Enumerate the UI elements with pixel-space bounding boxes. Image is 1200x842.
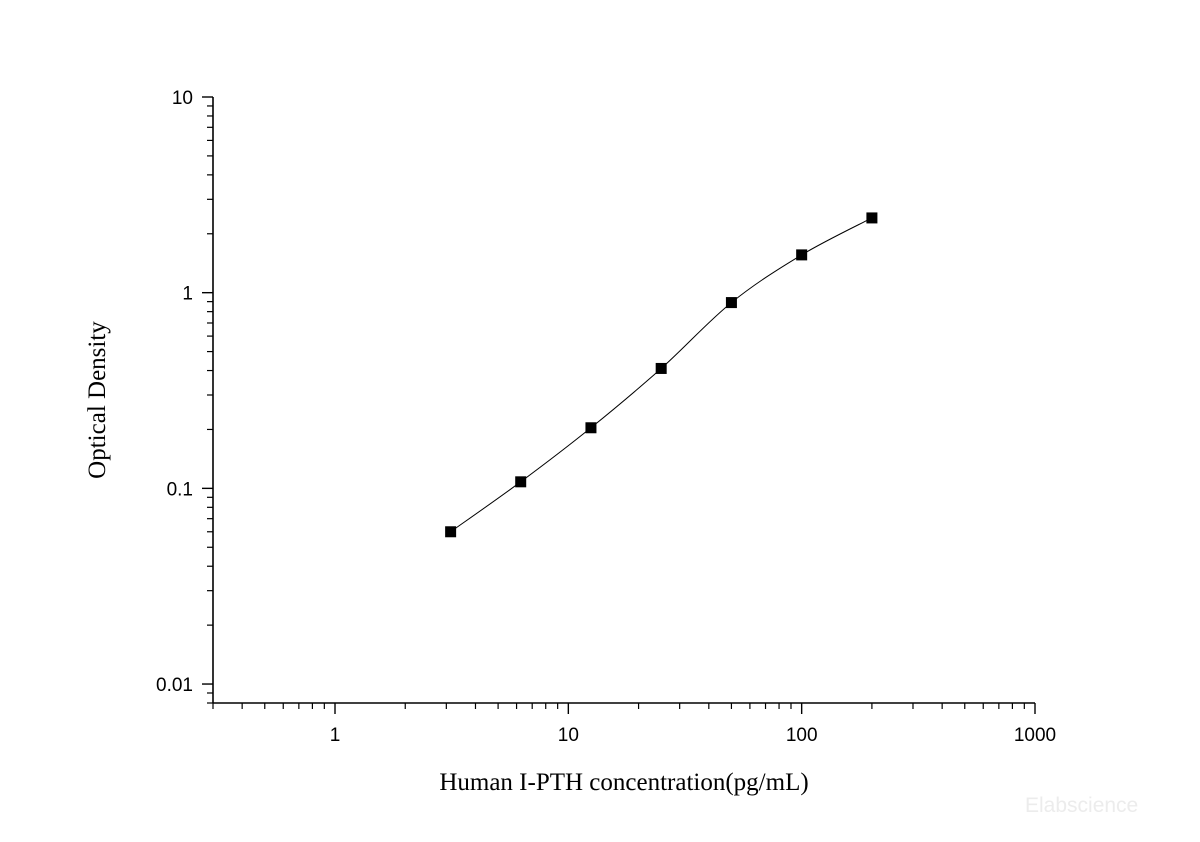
- watermark-text: Elabscience: [1025, 794, 1138, 817]
- data-point: [655, 362, 667, 374]
- y-tick-label: 10: [172, 88, 193, 109]
- data-point: [445, 526, 457, 538]
- y-axis-title: Optical Density: [84, 321, 111, 479]
- major-ticks: [202, 96, 1036, 714]
- data-point: [866, 212, 878, 224]
- data-point: [725, 297, 737, 309]
- x-tick-labels: 1 10 100 1000: [330, 725, 1056, 746]
- y-tick-label: 1: [182, 284, 193, 305]
- fit-curve: [450, 217, 873, 533]
- data-point: [585, 422, 597, 434]
- x-tick-label: 1: [330, 725, 341, 746]
- data-points: [445, 212, 878, 538]
- x-tick-label: 10: [558, 725, 579, 746]
- data-point: [796, 249, 808, 261]
- x-axis-title: Human I-PTH concentration(pg/mL): [439, 769, 808, 796]
- minor-ticks: [207, 105, 1025, 709]
- x-tick-label: 100: [786, 725, 818, 746]
- y-tick-label: 0.1: [167, 479, 193, 500]
- y-tick-labels: 0.01 0.1 1 10: [156, 88, 193, 696]
- y-tick-label: 0.01: [156, 675, 193, 696]
- data-point: [515, 476, 527, 488]
- x-tick-label: 1000: [1014, 725, 1056, 746]
